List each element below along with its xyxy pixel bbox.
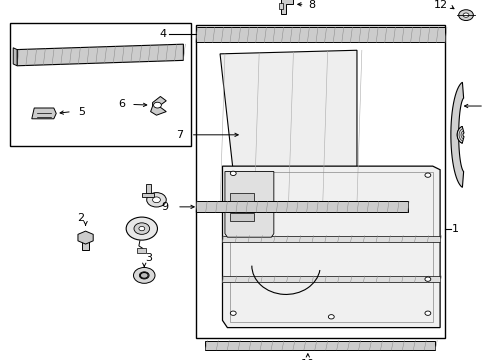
- Bar: [195, 202, 407, 212]
- Text: 4: 4: [159, 29, 166, 39]
- Circle shape: [152, 197, 160, 203]
- Text: 3: 3: [145, 253, 152, 263]
- Circle shape: [139, 226, 144, 231]
- Polygon shape: [224, 172, 273, 237]
- Text: 9: 9: [161, 202, 168, 212]
- Text: 12: 12: [433, 0, 447, 10]
- Polygon shape: [450, 82, 463, 188]
- Bar: [142, 193, 154, 197]
- Bar: [205, 341, 434, 350]
- Polygon shape: [17, 44, 183, 66]
- Polygon shape: [220, 50, 356, 207]
- Text: 7: 7: [176, 130, 183, 140]
- Polygon shape: [78, 231, 93, 244]
- Polygon shape: [456, 126, 463, 143]
- Bar: [222, 235, 439, 242]
- Circle shape: [424, 277, 430, 281]
- Text: 2: 2: [77, 213, 84, 223]
- Circle shape: [153, 102, 161, 108]
- Bar: [82, 234, 89, 250]
- Bar: [229, 193, 254, 201]
- Text: 10: 10: [300, 359, 314, 360]
- Circle shape: [462, 13, 468, 17]
- Circle shape: [424, 173, 430, 177]
- Circle shape: [139, 272, 149, 279]
- Circle shape: [458, 10, 472, 21]
- Polygon shape: [13, 48, 17, 66]
- Bar: [10, 23, 190, 146]
- Bar: [195, 27, 444, 42]
- Polygon shape: [32, 108, 56, 119]
- Circle shape: [133, 267, 155, 283]
- Text: 5: 5: [79, 107, 85, 117]
- Text: 1: 1: [451, 224, 458, 234]
- Circle shape: [230, 171, 236, 175]
- Circle shape: [327, 315, 334, 319]
- Bar: [222, 276, 439, 282]
- Polygon shape: [222, 166, 439, 328]
- Bar: [195, 25, 444, 338]
- Bar: [137, 248, 145, 253]
- Text: 6: 6: [118, 99, 124, 109]
- Circle shape: [146, 193, 166, 207]
- Circle shape: [126, 217, 157, 240]
- Text: 8: 8: [307, 0, 315, 10]
- Polygon shape: [150, 96, 166, 115]
- Bar: [229, 213, 254, 221]
- Circle shape: [424, 311, 430, 315]
- Bar: [145, 184, 150, 193]
- Bar: [278, 3, 282, 9]
- Circle shape: [230, 311, 236, 315]
- Circle shape: [134, 223, 149, 234]
- Bar: [229, 172, 432, 322]
- Polygon shape: [281, 0, 293, 14]
- Text: 11: 11: [487, 101, 488, 111]
